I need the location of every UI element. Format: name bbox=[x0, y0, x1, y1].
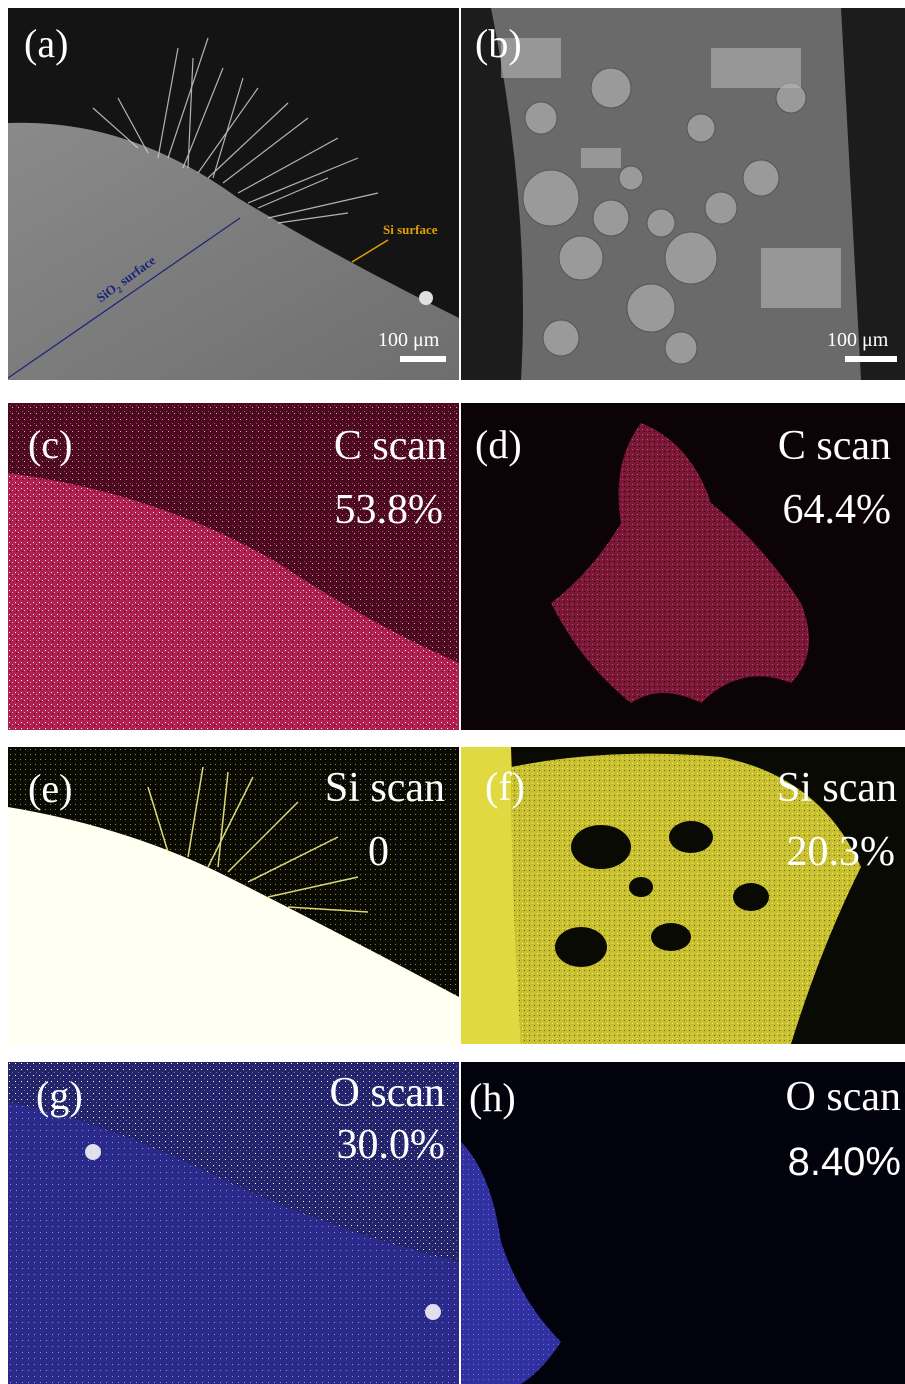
panel-d-carbon-map: (d) C scan 64.4% bbox=[461, 403, 905, 730]
percent-h: 8.40% bbox=[787, 1140, 901, 1184]
carbon-map-c bbox=[8, 403, 459, 730]
panel-label-h: (h) bbox=[469, 1075, 516, 1120]
carbon-map-d bbox=[461, 403, 905, 730]
panel-label-e: (e) bbox=[28, 766, 73, 811]
percent-c: 53.8% bbox=[334, 487, 444, 533]
percent-e: 0 bbox=[368, 829, 389, 875]
percent-d: 64.4% bbox=[782, 487, 892, 533]
si-surface-annotation: Si surface bbox=[383, 222, 438, 237]
panel-f-silicon-map: (f) Si scan 20.3% bbox=[461, 747, 905, 1044]
panel-label-f: (f) bbox=[485, 764, 525, 809]
panel-c-carbon-map: (c) C scan 53.8% bbox=[8, 403, 459, 730]
scan-label-f: Si scan bbox=[776, 765, 897, 811]
panel-label-g: (g) bbox=[36, 1073, 83, 1118]
scan-label-g: O scan bbox=[329, 1070, 445, 1116]
silicon-map-f bbox=[461, 747, 905, 1044]
percent-f: 20.3% bbox=[786, 829, 896, 875]
panel-label-c: (c) bbox=[28, 422, 73, 467]
scale-bar-label-b: 100 μm bbox=[827, 329, 889, 351]
panel-label-d: (d) bbox=[475, 422, 522, 467]
oxygen-map-h bbox=[461, 1062, 905, 1384]
scale-bar-a bbox=[400, 356, 446, 362]
scale-bar-b bbox=[845, 356, 897, 362]
silicon-map-e bbox=[8, 747, 459, 1044]
sem-image-b bbox=[461, 8, 905, 380]
scan-label-e: Si scan bbox=[324, 765, 445, 811]
panel-label-b: (b) bbox=[475, 21, 522, 66]
oxygen-map-g bbox=[8, 1062, 459, 1384]
panel-a-sem-image: (a) Si surface SiO2 surface 100 μm bbox=[8, 8, 459, 380]
sem-image-a bbox=[8, 8, 459, 380]
panel-b-sem-image: (b) 100 μm bbox=[461, 8, 905, 380]
panel-label-a: (a) bbox=[24, 21, 69, 66]
percent-g: 30.0% bbox=[336, 1122, 446, 1168]
scan-label-d: C scan bbox=[777, 423, 891, 469]
panel-e-silicon-map: (e) Si scan 0 bbox=[8, 747, 459, 1044]
scale-bar-label-a: 100 μm bbox=[378, 329, 440, 351]
scan-label-h: O scan bbox=[785, 1074, 901, 1120]
scan-label-c: C scan bbox=[333, 423, 447, 469]
panel-g-oxygen-map: (g) O scan 30.0% bbox=[8, 1062, 459, 1384]
panel-h-oxygen-map: (h) O scan 8.40% bbox=[461, 1062, 905, 1384]
